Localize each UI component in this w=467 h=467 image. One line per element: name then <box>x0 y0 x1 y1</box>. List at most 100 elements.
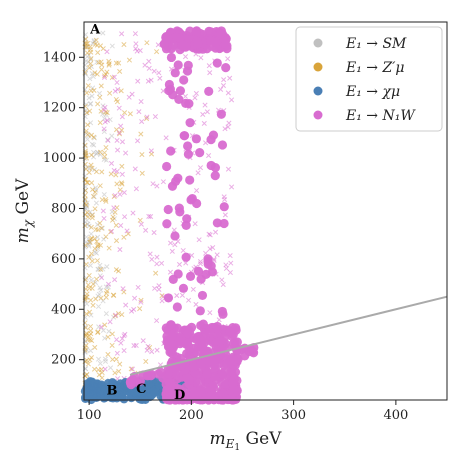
data-point <box>94 238 100 245</box>
data-point <box>98 67 105 73</box>
data-point <box>98 295 104 301</box>
data-point <box>92 344 98 350</box>
data-point <box>112 370 118 376</box>
data-point <box>212 218 222 228</box>
data-point <box>133 46 139 52</box>
data-point <box>102 104 108 110</box>
data-point <box>162 219 172 229</box>
data-point <box>204 86 214 97</box>
data-point <box>92 236 98 242</box>
threshold-line <box>129 295 448 376</box>
data-point <box>162 161 172 172</box>
data-point <box>195 170 201 176</box>
data-point <box>197 165 204 171</box>
data-point <box>81 394 90 404</box>
data-point <box>167 331 177 342</box>
data-point <box>117 187 123 193</box>
data-point <box>166 52 177 63</box>
data-point <box>188 362 198 372</box>
data-point <box>162 34 172 44</box>
data-point <box>132 295 138 301</box>
data-point <box>109 342 115 348</box>
data-point <box>154 49 160 55</box>
data-point <box>97 242 104 248</box>
data-point <box>126 94 132 100</box>
data-point <box>96 356 102 362</box>
data-point <box>88 61 94 67</box>
data-point <box>151 68 157 74</box>
data-point <box>193 90 199 96</box>
data-point <box>197 259 204 265</box>
data-point <box>195 148 205 158</box>
data-point <box>170 231 180 241</box>
series-e-n-w-top-band <box>159 26 232 55</box>
data-point <box>88 101 94 107</box>
data-point <box>88 56 94 62</box>
data-point <box>93 276 100 282</box>
data-point <box>196 237 202 243</box>
diagonal-line-layer <box>129 295 448 376</box>
data-point <box>112 209 118 215</box>
data-point <box>88 224 94 230</box>
plot-frame <box>83 21 448 401</box>
data-point <box>93 200 99 206</box>
data-point <box>190 286 196 292</box>
data-point <box>176 261 183 267</box>
data-point <box>223 262 229 268</box>
data-point <box>143 358 149 365</box>
data-point <box>185 118 195 128</box>
data-point <box>207 310 213 316</box>
data-point <box>92 279 99 286</box>
data-point <box>143 116 150 122</box>
data-point <box>201 269 211 279</box>
data-point <box>197 290 208 301</box>
data-point <box>116 368 122 374</box>
data-point <box>182 214 192 224</box>
data-point <box>217 306 227 317</box>
data-point <box>225 166 232 172</box>
data-point <box>214 252 220 258</box>
data-point <box>189 391 199 401</box>
data-point <box>87 236 94 242</box>
data-point <box>196 335 206 345</box>
data-point <box>149 349 155 355</box>
legend-entry-label: E₁ → N₁W <box>345 108 416 124</box>
data-point <box>154 254 160 260</box>
data-point <box>112 277 118 283</box>
data-point <box>118 88 124 94</box>
data-point <box>183 60 193 70</box>
data-point <box>207 356 217 366</box>
data-point <box>208 130 219 140</box>
data-point <box>193 301 199 307</box>
data-point <box>107 319 113 325</box>
data-point <box>107 90 113 96</box>
data-point <box>197 342 208 352</box>
data-point <box>196 359 206 369</box>
data-point <box>113 222 119 228</box>
data-point <box>210 162 221 173</box>
data-point <box>93 169 100 175</box>
data-point <box>175 86 186 96</box>
data-point <box>103 290 109 296</box>
data-point <box>133 342 139 349</box>
data-point <box>138 297 144 303</box>
data-point <box>109 228 115 234</box>
data-point <box>84 110 90 116</box>
data-point <box>91 142 97 148</box>
data-point <box>113 238 120 244</box>
data-point <box>88 152 95 158</box>
legend-entry-label: E₁ → χμ <box>345 84 400 100</box>
data-point <box>156 367 166 377</box>
data-point <box>132 166 138 172</box>
data-point <box>111 74 117 80</box>
data-point <box>198 319 208 329</box>
data-point <box>191 26 201 36</box>
data-point <box>228 378 238 388</box>
data-point <box>107 365 114 371</box>
data-point <box>89 258 95 264</box>
legend-marker <box>313 110 323 120</box>
data-point <box>183 141 193 151</box>
data-point <box>101 74 108 80</box>
data-point <box>231 323 241 333</box>
